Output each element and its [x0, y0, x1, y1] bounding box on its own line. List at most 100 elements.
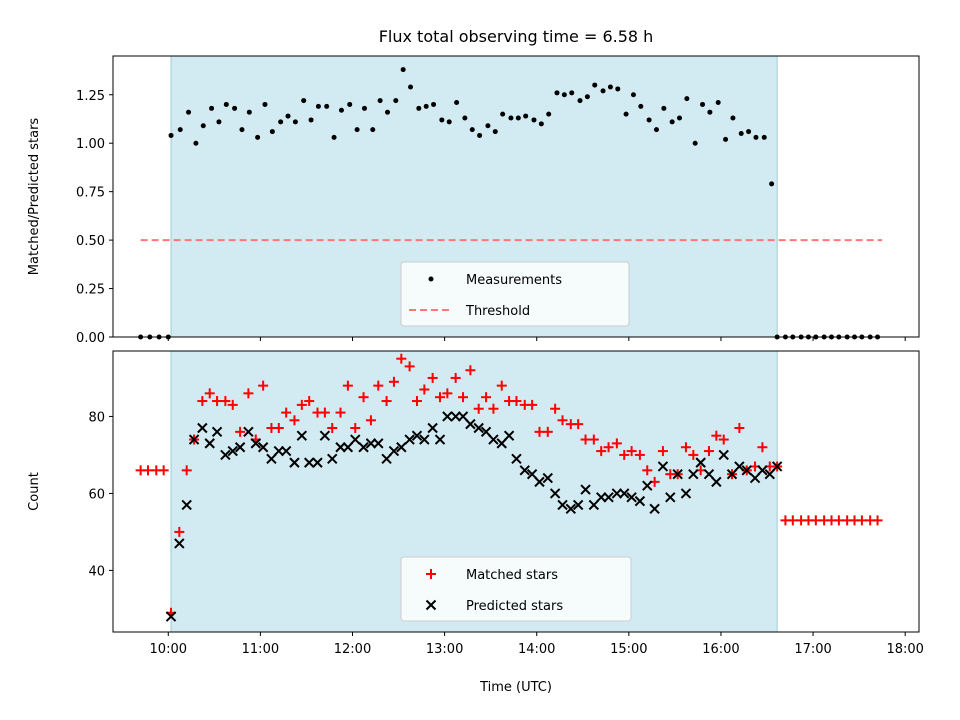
predicted-star-point — [280, 445, 292, 457]
matched-star-point — [458, 392, 469, 403]
axes-frame — [112, 350, 920, 633]
matched-star-point — [243, 388, 254, 399]
measurement-point — [285, 113, 291, 119]
matched-star-point — [327, 422, 338, 433]
predicted-star-point — [680, 488, 692, 499]
predicted-star-point — [303, 457, 315, 468]
legend-predicted-marker — [425, 599, 437, 611]
matched-star-point — [619, 449, 630, 460]
predicted-star-point — [220, 449, 231, 461]
measurement-point — [700, 101, 706, 107]
predicted-star-point — [243, 426, 254, 438]
predicted-star-point — [771, 461, 783, 472]
predicted-star-point — [296, 430, 308, 441]
predicted-star-point — [465, 418, 476, 430]
predicted-star-point — [411, 430, 423, 441]
predicted-star-point — [257, 442, 269, 453]
measurement-point — [354, 127, 360, 133]
predicted-star-point — [381, 453, 392, 464]
matched-star-point — [342, 380, 353, 391]
predicted-star-point — [542, 472, 553, 484]
measurement-point — [738, 131, 744, 137]
measurement-point — [492, 129, 498, 135]
matched-star-point — [174, 526, 185, 537]
measurement-point — [692, 140, 698, 146]
predicted-star-point — [557, 499, 568, 511]
measurement-point — [600, 88, 606, 94]
predicted-star-point — [165, 611, 177, 622]
legend-plus-glyph — [426, 569, 436, 579]
y-tick-label: 40 — [88, 564, 105, 579]
measurement-point — [246, 109, 252, 115]
x-tick-label: 12:00 — [334, 642, 371, 657]
panel-ratio: 0.00 0.25 0.50 0.75 1.00 1.25 Flux total obse… — [27, 27, 920, 346]
measurement-point — [262, 101, 268, 107]
predicted-star-point — [572, 499, 584, 511]
matched-star-point — [473, 403, 484, 414]
predicted-star-point — [695, 457, 706, 468]
matched-star-point — [158, 465, 169, 476]
predicted-star-point — [703, 468, 715, 480]
matched-star-point — [550, 403, 561, 414]
predicted-star-point — [734, 461, 745, 472]
matched-star-point — [626, 446, 637, 457]
x-tick-label: 16:00 — [702, 642, 739, 657]
measurement-point — [255, 134, 261, 140]
matched-star-point — [358, 392, 369, 403]
y-tick-label: 0.75 — [76, 186, 105, 201]
measurement-point — [554, 90, 560, 96]
measurement-point — [769, 181, 775, 187]
predicted-star-point — [289, 457, 300, 468]
measurement-point — [730, 115, 736, 121]
predicted-star-point — [726, 468, 738, 480]
matched-star-point — [465, 365, 476, 376]
x-tick-label: 14:00 — [518, 642, 555, 657]
matched-star-point — [442, 388, 453, 399]
matched-star-point — [404, 361, 415, 372]
predicted-star-point — [588, 499, 600, 511]
measurement-point — [439, 117, 445, 123]
matched-star-point — [703, 446, 714, 457]
measurement-point — [715, 100, 721, 106]
predicted-star-point — [764, 468, 775, 480]
predicted-star-point — [741, 465, 752, 476]
y-tick-label: 0.25 — [76, 283, 105, 298]
matched-star-point — [350, 422, 361, 433]
predicted-star-point — [188, 434, 200, 445]
matched-star-point — [396, 353, 407, 364]
predicted-star-point — [373, 438, 384, 449]
chart-title: Flux total observing time = 6.58 h — [379, 27, 654, 46]
legend-count: Matched stars Predicted stars — [400, 556, 632, 622]
measurement-point — [623, 111, 629, 117]
matched-star-point — [220, 396, 231, 407]
measurement-point — [385, 109, 391, 115]
measurement-point — [723, 136, 729, 142]
measurement-point — [753, 134, 759, 140]
predicted-star-point — [480, 426, 492, 438]
measurement-point — [209, 105, 215, 111]
predicted-star-point — [649, 503, 660, 515]
measurement-point — [216, 119, 222, 125]
predicted-star-point — [626, 492, 637, 503]
measurement-point — [377, 98, 383, 104]
measurement-point — [653, 127, 659, 133]
matched-star-point — [634, 449, 645, 460]
predicted-star-point — [457, 411, 469, 422]
matched-star-point — [304, 396, 315, 407]
measurement-point — [361, 105, 367, 111]
measurement-point — [669, 119, 675, 125]
predicted-star-point — [603, 492, 614, 503]
y-tick-label: 1.25 — [76, 89, 105, 104]
measurement-point — [684, 96, 690, 102]
predicted-star-point — [327, 453, 338, 464]
legend-box — [400, 261, 630, 327]
matched-star-point — [718, 434, 729, 445]
predicted-star-point — [718, 449, 729, 461]
matched-star-point — [204, 388, 215, 399]
measurement-point — [200, 123, 206, 129]
predicted-star-point — [619, 488, 630, 499]
matched-star-point — [603, 442, 614, 453]
measurement-point — [347, 101, 353, 107]
measurement-point — [331, 134, 337, 140]
